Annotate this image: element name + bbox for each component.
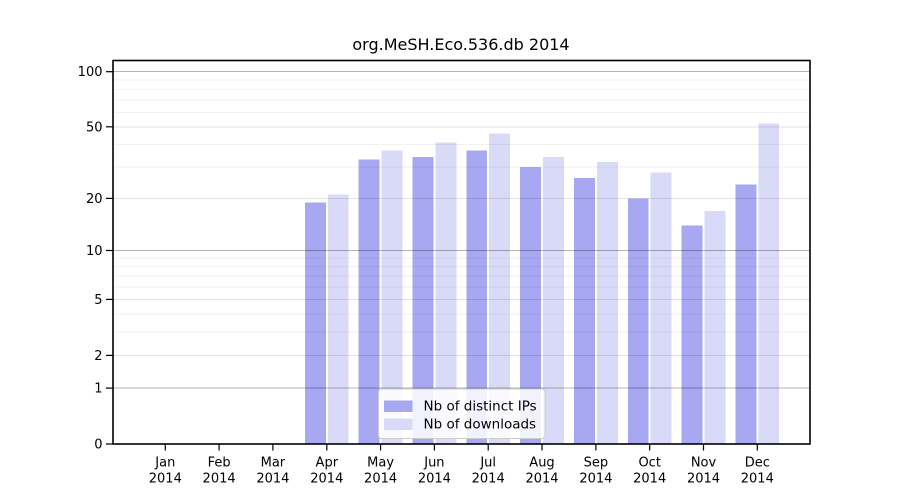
bar-downloads-dec	[758, 123, 780, 444]
y-tick-label: 50	[86, 120, 103, 135]
x-tick-label-year: 2014	[633, 472, 666, 487]
bar-distinct-ips-dec	[735, 184, 757, 445]
x-tick-label-year: 2014	[418, 472, 451, 487]
x-tick-label-month: Feb	[208, 456, 231, 471]
legend-label-distinct-ips: Nb of distinct IPs	[424, 399, 537, 415]
x-tick-label-year: 2014	[256, 472, 289, 487]
x-tick-label-month: Aug	[529, 456, 554, 471]
bar-distinct-ips-may	[358, 159, 380, 444]
bars-layer	[304, 123, 780, 445]
bar-distinct-ips-jun	[412, 157, 434, 444]
x-tick-label-month: Nov	[691, 456, 717, 471]
legend-box	[378, 388, 546, 439]
x-tick-label-month: Sep	[584, 456, 609, 471]
x-tick-label-year: 2014	[687, 472, 720, 487]
bar-distinct-ips-sep	[574, 178, 595, 444]
x-tick-label-year: 2014	[525, 472, 558, 487]
x-tick-label-month: Apr	[316, 456, 339, 471]
x-tick-label-year: 2014	[741, 472, 774, 487]
x-tick-label-year: 2014	[579, 472, 612, 487]
bar-downloads-apr	[327, 194, 349, 444]
x-tick-label-month: May	[367, 456, 394, 471]
y-tick-label: 5	[94, 293, 102, 308]
x-tick-label-month: Oct	[638, 456, 660, 471]
y-tick-label: 2	[94, 349, 102, 364]
y-tick-label: 10	[86, 244, 103, 259]
bar-downloads-jul	[489, 133, 511, 444]
legend-label-downloads: Nb of downloads	[424, 417, 537, 433]
x-tick-label-month: Mar	[261, 456, 286, 471]
x-tick-label-month: Jun	[423, 456, 444, 471]
bar-downloads-nov	[704, 210, 726, 444]
x-tick-label-year: 2014	[310, 472, 343, 487]
y-tick-label: 0	[94, 438, 102, 453]
y-tick-label: 1	[94, 382, 102, 397]
legend: Nb of distinct IPs Nb of downloads	[378, 388, 546, 439]
bar-downloads-sep	[596, 161, 618, 444]
bar-distinct-ips-aug	[520, 167, 541, 444]
bar-distinct-ips-apr	[304, 202, 326, 444]
x-tick-label-year: 2014	[149, 472, 182, 487]
y-tick-label: 20	[86, 192, 103, 207]
legend-swatch-downloads	[384, 418, 413, 430]
x-tick-label-month: Jan	[154, 456, 175, 471]
bar-downloads-may	[381, 150, 403, 444]
x-tick-label-month: Dec	[745, 456, 770, 471]
x-tick-label-year: 2014	[364, 472, 397, 487]
plot-frame	[112, 59, 811, 445]
x-tick-label-month: Jul	[479, 456, 496, 471]
bar-distinct-ips-jul	[466, 150, 488, 444]
y-tick-label: 100	[78, 65, 103, 80]
chart-title: org.MeSH.Eco.536.db 2014	[352, 35, 569, 54]
legend-swatch-distinct-ips	[384, 400, 413, 412]
axes-layer: 0125102050100Jan2014Feb2014Mar2014Apr201…	[78, 65, 774, 486]
bar-downloads-jun	[435, 142, 457, 444]
bar-distinct-ips-nov	[681, 225, 703, 444]
bar-downloads-aug	[543, 157, 564, 444]
x-tick-label-year: 2014	[472, 472, 505, 487]
bar-distinct-ips-oct	[627, 198, 649, 444]
grid-layer	[113, 71, 810, 389]
bar-downloads-oct	[650, 172, 672, 445]
x-tick-label-year: 2014	[203, 472, 236, 487]
